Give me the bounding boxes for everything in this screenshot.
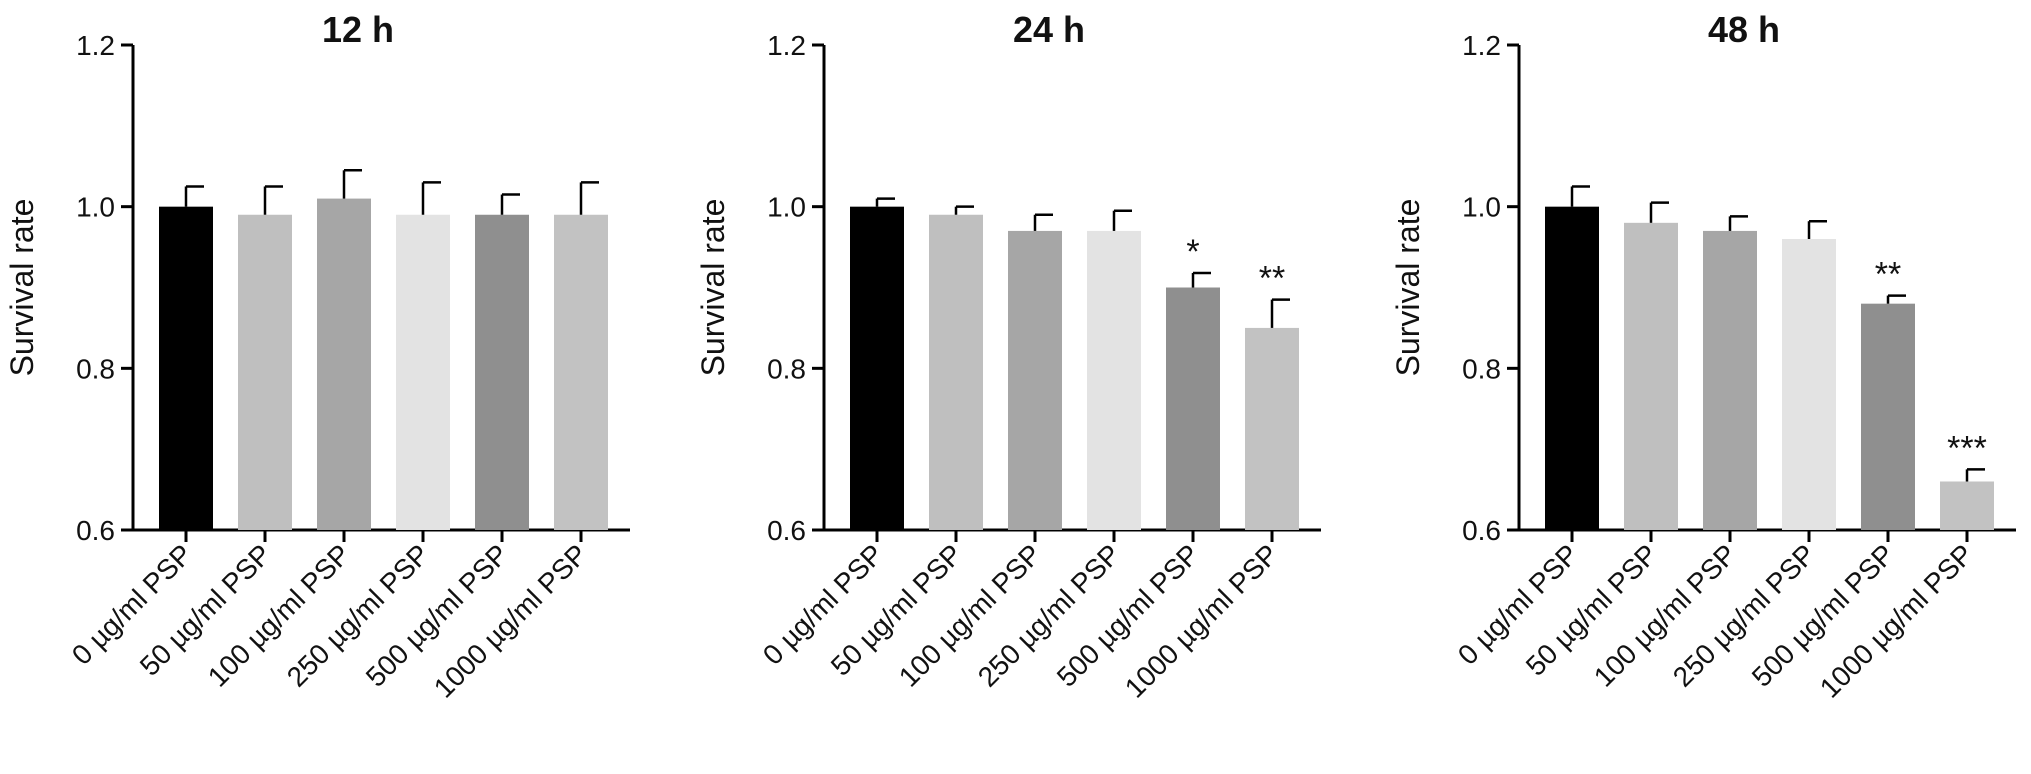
chart-title: 24 h xyxy=(1013,9,1085,50)
significance-marker: * xyxy=(1186,233,1199,271)
y-tick-label: 1.0 xyxy=(76,192,115,223)
y-tick-label: 0.6 xyxy=(767,515,806,546)
bar xyxy=(475,214,529,530)
bar xyxy=(1008,230,1062,530)
bar xyxy=(1782,239,1836,530)
bar xyxy=(850,206,904,530)
bar xyxy=(159,206,213,530)
bar xyxy=(1545,206,1599,530)
significance-marker: ** xyxy=(1259,260,1285,298)
x-tick-label: 500 µg/ml PSP xyxy=(1051,538,1205,692)
x-tick-label: 250 µg/ml PSP xyxy=(1667,538,1821,692)
y-tick-label: 0.8 xyxy=(767,353,806,384)
x-tick-label: 500 µg/ml PSP xyxy=(360,538,514,692)
bar xyxy=(1087,230,1141,530)
bar xyxy=(1166,287,1220,530)
y-tick-label: 0.6 xyxy=(1462,515,1501,546)
x-tick-label: 250 µg/ml PSP xyxy=(281,538,435,692)
bar xyxy=(1245,327,1299,530)
y-tick-label: 1.0 xyxy=(767,192,806,223)
bar xyxy=(1624,222,1678,531)
y-tick-label: 1.2 xyxy=(767,30,806,61)
chart-title: 12 h xyxy=(322,9,394,50)
bar xyxy=(396,214,450,530)
y-tick-label: 0.6 xyxy=(76,515,115,546)
y-tick-label: 1.2 xyxy=(76,30,115,61)
x-tick-label: 250 µg/ml PSP xyxy=(972,538,1126,692)
x-tick-label: 100 µg/ml PSP xyxy=(1588,538,1742,692)
bar xyxy=(554,214,608,530)
chart-title: 48 h xyxy=(1708,9,1780,50)
bar xyxy=(929,214,983,530)
bar xyxy=(238,214,292,530)
bar xyxy=(317,198,371,531)
y-axis-label: Survival rate xyxy=(4,199,40,377)
bar xyxy=(1861,303,1915,530)
bar xyxy=(1940,481,1994,530)
y-tick-label: 0.8 xyxy=(1462,353,1501,384)
x-tick-label: 100 µg/ml PSP xyxy=(893,538,1047,692)
y-tick-label: 1.0 xyxy=(1462,192,1501,223)
significance-marker: ** xyxy=(1875,256,1901,294)
significance-marker: *** xyxy=(1947,429,1987,467)
y-axis-label: Survival rate xyxy=(695,199,731,377)
y-axis-label: Survival rate xyxy=(1390,199,1426,377)
x-tick-label: 100 µg/ml PSP xyxy=(202,538,356,692)
y-tick-label: 0.8 xyxy=(76,353,115,384)
y-tick-label: 1.2 xyxy=(1462,30,1501,61)
bar xyxy=(1703,230,1757,530)
x-tick-label: 500 µg/ml PSP xyxy=(1746,538,1900,692)
